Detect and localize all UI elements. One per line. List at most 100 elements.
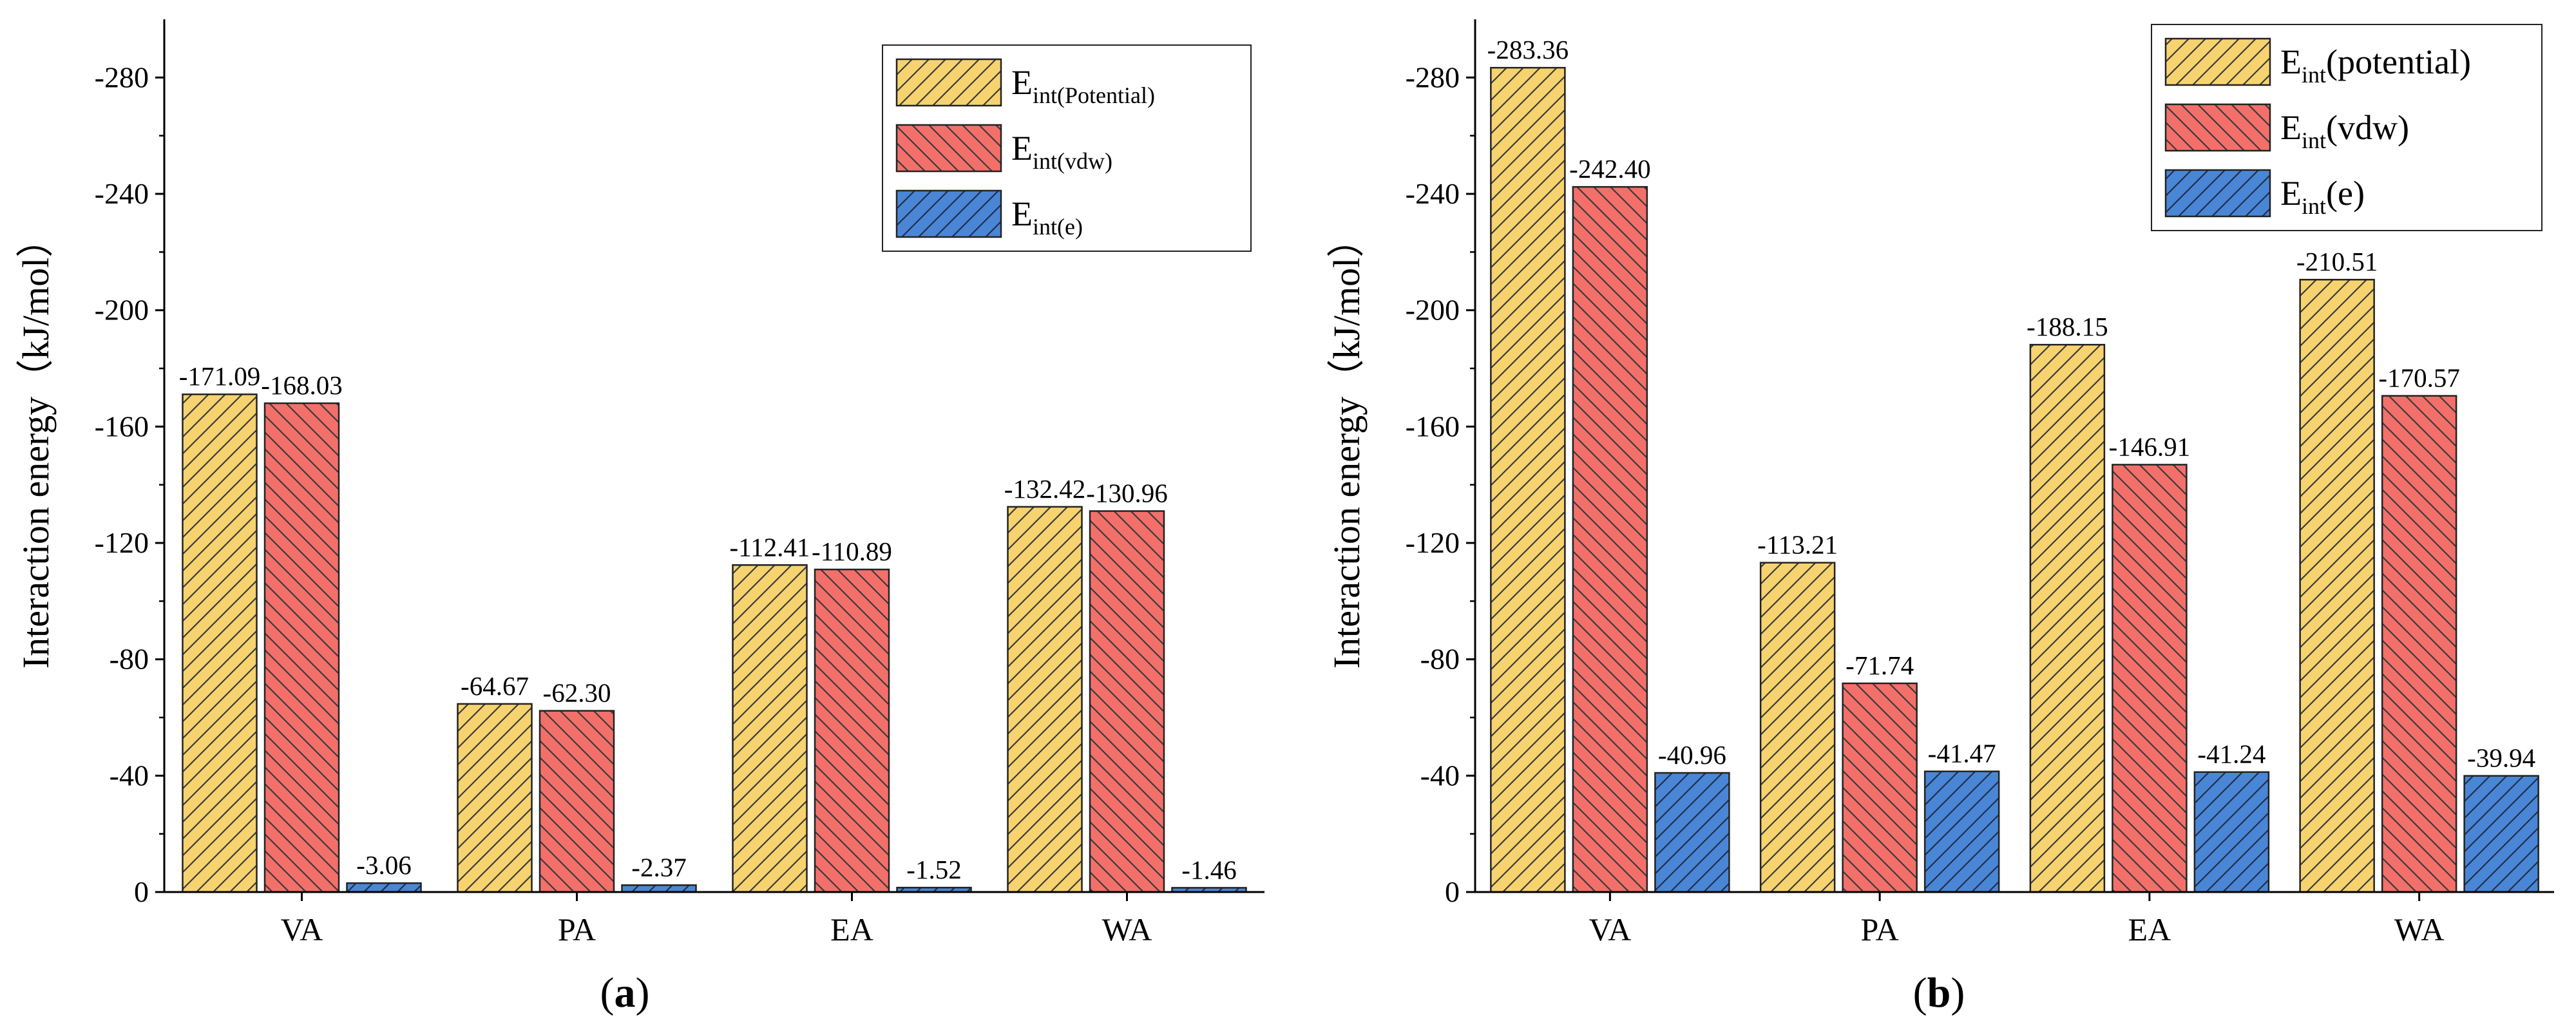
legend-entry-e: Eint(e) [1011, 195, 1083, 240]
bar-e-pa [621, 884, 697, 893]
data-labels: -283.36 -242.40 -40.96 -113.21 -71.74 -41.47 -… [1487, 35, 2535, 772]
chart-panel-a: Interaction energy（kJ/mol） 0 -40 -80 -120 -1… [15, 19, 1264, 1016]
category-label: WA [1102, 911, 1152, 947]
y-ticks: 0 -40 -80 -120 -160 -200 -240 -280 [1406, 61, 1475, 908]
y-tick-label: -200 [95, 294, 149, 327]
legend-swatch-vdw [895, 124, 1002, 173]
bar-potential-va [182, 393, 258, 893]
y-tick-label: -120 [1406, 526, 1460, 559]
legend-swatch-vdw [2164, 103, 2271, 152]
data-label: -146.91 [2109, 432, 2190, 461]
bar-vdw-va [1572, 185, 1648, 893]
data-label: -1.46 [1181, 855, 1236, 884]
bar-vdw-wa [1089, 510, 1165, 893]
panel-letter: a [615, 969, 636, 1016]
data-labels: -171.09 -168.03 -3.06 -64.67 -62.30 -2.37 -112… [179, 361, 1237, 884]
bar-vdw-pa [1842, 682, 1918, 893]
category-label: VA [281, 911, 323, 947]
bar-potential-pa [457, 703, 533, 893]
bar-vdw-ea [814, 568, 890, 893]
bar-vdw-ea [2112, 464, 2188, 893]
data-label: -41.24 [2197, 739, 2266, 769]
category-label: PA [1860, 911, 1898, 947]
y-tick-label: -280 [95, 61, 149, 93]
category-label: EA [830, 911, 873, 947]
bar-e-va [1654, 772, 1730, 893]
y-tick-label: -200 [1406, 294, 1460, 327]
data-label: -110.89 [812, 537, 892, 566]
bar-potential-pa [1759, 562, 1836, 893]
data-label: -130.96 [1086, 478, 1167, 508]
y-tick-label: 0 [134, 875, 149, 908]
panel-letter: b [1927, 969, 1951, 1016]
data-label: -41.47 [1928, 739, 1996, 768]
legend-entry-vdw: Eint(vdw) [1011, 129, 1112, 174]
bar-e-pa [1923, 770, 2000, 893]
data-label: -112.41 [730, 532, 810, 562]
category-label: EA [2128, 911, 2171, 947]
legend-entry-potential: Eint(Potential) [1011, 63, 1155, 108]
y-axis-label: Interaction energy（kJ/mol） [1326, 220, 1368, 669]
legend-swatch-potential [895, 58, 1002, 107]
bars [182, 393, 1247, 893]
bar-potential-va [1490, 66, 1566, 893]
legend-entry-vdw: Eint(vdw) [2280, 108, 2409, 153]
data-label: -171.09 [179, 361, 260, 391]
category-labels: VA PA EA WA [1589, 911, 2444, 947]
panel-caption: (b) [1913, 969, 1965, 1016]
data-label: -39.94 [2467, 743, 2535, 773]
category-label: PA [558, 911, 596, 947]
y-tick-label: -160 [1406, 410, 1460, 442]
category-label: VA [1589, 911, 1631, 947]
y-tick-label: -40 [110, 759, 149, 792]
panel-caption: (a) [600, 969, 650, 1016]
legend-swatch-e [2164, 169, 2271, 218]
y-tick-label: -80 [110, 643, 149, 676]
category-label: WA [2394, 911, 2445, 947]
legend: Eint(potential) Eint(vdw) Eint(e) [2151, 24, 2543, 231]
data-label: -113.21 [1757, 530, 1838, 560]
y-ticks: 0 -40 -80 -120 -160 -200 -240 -280 [95, 61, 164, 908]
y-tick-label: -80 [1420, 643, 1460, 676]
y-tick-label: -120 [95, 526, 149, 559]
legend-entry-potential: Eint(potential) [2280, 43, 2471, 88]
bar-vdw-va [263, 402, 340, 893]
data-label: -71.74 [1846, 651, 1914, 680]
bar-vdw-wa [2381, 395, 2457, 893]
data-label: -40.96 [1658, 740, 1726, 770]
data-label: -62.30 [543, 678, 611, 708]
bar-potential-wa [1007, 506, 1083, 893]
bar-potential-wa [2299, 278, 2375, 893]
legend-swatch-e [895, 189, 1002, 238]
data-label: -64.67 [461, 671, 529, 701]
bar-vdw-pa [539, 710, 615, 893]
bars [1490, 66, 2539, 893]
legend-swatch-potential [2164, 37, 2271, 86]
data-label: -1.52 [906, 855, 961, 884]
y-tick-label: -40 [1420, 759, 1460, 792]
axes [163, 19, 1264, 901]
data-label: -188.15 [2027, 312, 2108, 341]
bar-potential-ea [2029, 343, 2106, 893]
bar-potential-ea [732, 564, 808, 893]
bar-e-ea [2193, 771, 2270, 893]
data-label: -170.57 [2378, 363, 2459, 393]
data-label: -242.40 [1569, 154, 1650, 184]
y-axis-label: Interaction energy（kJ/mol） [15, 220, 57, 669]
data-label: -168.03 [261, 370, 342, 400]
y-tick-label: -160 [95, 410, 149, 442]
legend: Eint(Potential) Eint(vdw) Eint(e) [882, 44, 1252, 252]
chart-panel-b: Interaction energy（kJ/mol） 0 -40 -80 -120 -1… [1326, 19, 2554, 1016]
data-label: -2.37 [631, 852, 686, 882]
y-tick-label: -240 [95, 177, 149, 210]
category-labels: VA PA EA WA [281, 911, 1152, 947]
bar-e-wa [2463, 775, 2539, 893]
bar-e-va [346, 882, 422, 893]
y-tick-label: -240 [1406, 177, 1460, 210]
y-tick-label: 0 [1445, 875, 1460, 908]
data-label: -3.06 [356, 850, 411, 880]
data-label: -132.42 [1004, 474, 1085, 504]
axes [1474, 19, 2554, 901]
data-label: -283.36 [1487, 35, 1569, 64]
